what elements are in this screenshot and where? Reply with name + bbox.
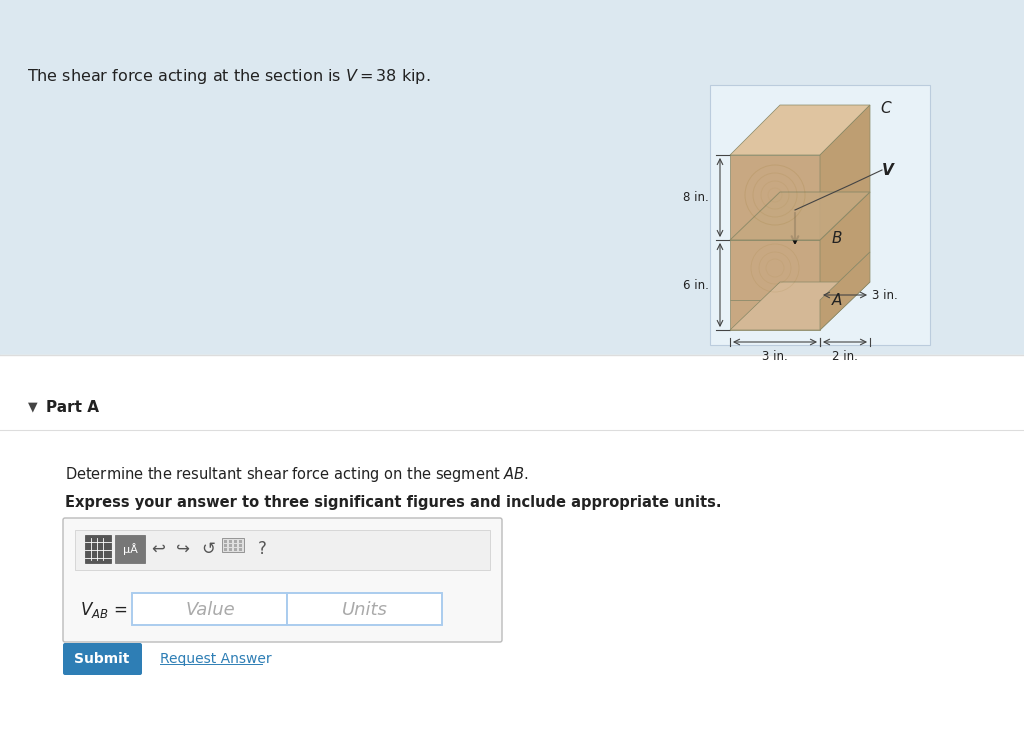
Polygon shape <box>730 192 870 240</box>
Polygon shape <box>730 105 870 155</box>
Bar <box>224 544 227 547</box>
Polygon shape <box>820 105 870 240</box>
Text: Submit: Submit <box>75 652 130 666</box>
Text: 2 in.: 2 in. <box>833 350 858 363</box>
Bar <box>239 548 242 550</box>
Bar <box>0 0 1024 355</box>
Bar <box>224 548 227 550</box>
Bar <box>132 593 287 625</box>
Text: μÅ: μÅ <box>123 543 137 555</box>
Text: $V_{AB}$ =: $V_{AB}$ = <box>80 600 127 620</box>
Bar <box>0 355 1024 729</box>
Text: Value: Value <box>185 601 234 619</box>
Bar <box>229 540 232 542</box>
Text: Part A: Part A <box>46 399 99 415</box>
Bar <box>132 593 442 625</box>
Polygon shape <box>820 252 870 330</box>
Text: Determine the resultant shear force acting on the segment $AB$.: Determine the resultant shear force acti… <box>65 465 529 484</box>
Text: 3 in.: 3 in. <box>872 289 898 302</box>
Text: ↺: ↺ <box>201 540 215 558</box>
Text: ↩: ↩ <box>152 540 165 558</box>
Bar <box>222 538 244 552</box>
Text: ↪: ↪ <box>176 540 189 558</box>
Text: Express your answer to three significant figures and include appropriate units.: Express your answer to three significant… <box>65 495 722 510</box>
FancyBboxPatch shape <box>63 518 502 642</box>
Bar <box>229 548 232 550</box>
Text: C: C <box>880 101 891 115</box>
FancyBboxPatch shape <box>63 643 142 675</box>
Polygon shape <box>730 300 820 330</box>
Bar <box>234 544 237 547</box>
Text: Units: Units <box>342 601 388 619</box>
Bar <box>710 85 930 345</box>
Bar <box>75 530 490 570</box>
Bar <box>239 540 242 542</box>
Text: ?: ? <box>258 540 266 558</box>
Bar <box>234 540 237 542</box>
Bar <box>229 544 232 547</box>
Polygon shape <box>730 282 870 330</box>
Bar <box>239 544 242 547</box>
Text: B: B <box>831 230 843 246</box>
Bar <box>224 540 227 542</box>
Text: V: V <box>882 163 894 177</box>
Text: 6 in.: 6 in. <box>683 278 709 292</box>
Bar <box>115 535 145 563</box>
Text: 8 in.: 8 in. <box>683 190 709 203</box>
Text: ▼: ▼ <box>28 400 38 413</box>
Polygon shape <box>730 155 820 240</box>
Bar <box>85 535 111 563</box>
Polygon shape <box>820 192 870 300</box>
Text: The shear force acting at the section is $V = 38$ kip.: The shear force acting at the section is… <box>27 67 430 86</box>
Bar <box>234 548 237 550</box>
Text: Request Answer: Request Answer <box>160 652 271 666</box>
Text: A: A <box>831 292 843 308</box>
Bar <box>287 593 442 625</box>
Text: 3 in.: 3 in. <box>762 350 787 363</box>
Polygon shape <box>730 240 820 300</box>
